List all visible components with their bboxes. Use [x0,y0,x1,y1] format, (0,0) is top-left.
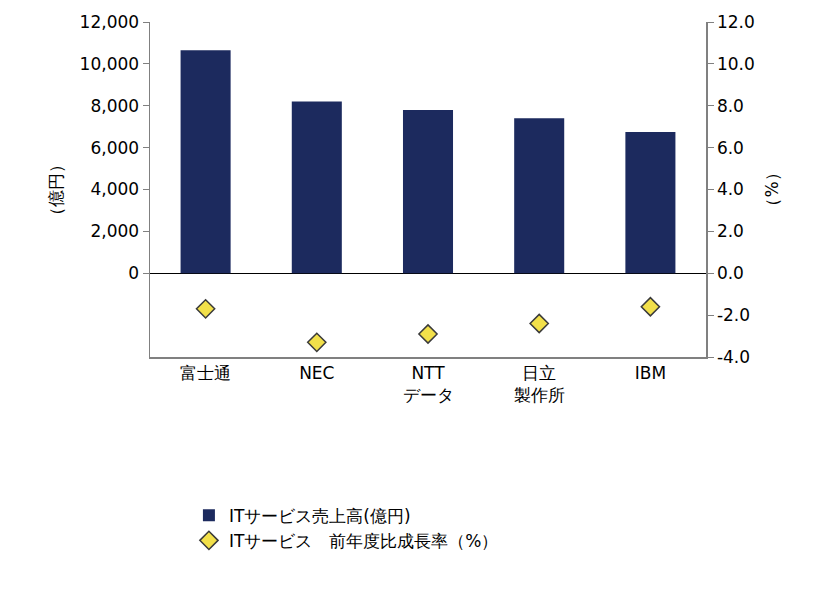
svg-text:（%）: （%） [762,164,782,214]
svg-text:日立製作所: 日立製作所 [514,363,565,405]
svg-text:-4.0: -4.0 [717,347,750,367]
svg-text:12,000: 12,000 [80,12,139,32]
svg-text:富士通: 富士通 [180,363,231,383]
svg-text:2,000: 2,000 [90,221,139,241]
svg-text:NTTデータ: NTTデータ [403,363,454,405]
svg-text:ITサービス売上高(億円): ITサービス売上高(億円) [229,506,411,526]
svg-text:8,000: 8,000 [90,96,139,116]
svg-text:4.0: 4.0 [717,179,744,199]
svg-text:10,000: 10,000 [80,54,139,74]
svg-text:8.0: 8.0 [717,96,744,116]
svg-text:2.0: 2.0 [717,221,744,241]
svg-text:0: 0 [128,263,139,283]
svg-text:ITサービス 前年度比成長率（%）: ITサービス 前年度比成長率（%） [229,531,499,551]
svg-text:6.0: 6.0 [717,138,744,158]
svg-text:（億円）: （億円） [46,156,66,224]
svg-text:IBM: IBM [635,363,666,383]
svg-text:6,000: 6,000 [90,138,139,158]
svg-text:10.0: 10.0 [717,54,755,74]
svg-text:-2.0: -2.0 [717,305,750,325]
svg-text:4,000: 4,000 [90,179,139,199]
svg-text:NEC: NEC [299,363,334,383]
svg-text:0.0: 0.0 [717,263,744,283]
svg-text:12.0: 12.0 [717,12,755,32]
